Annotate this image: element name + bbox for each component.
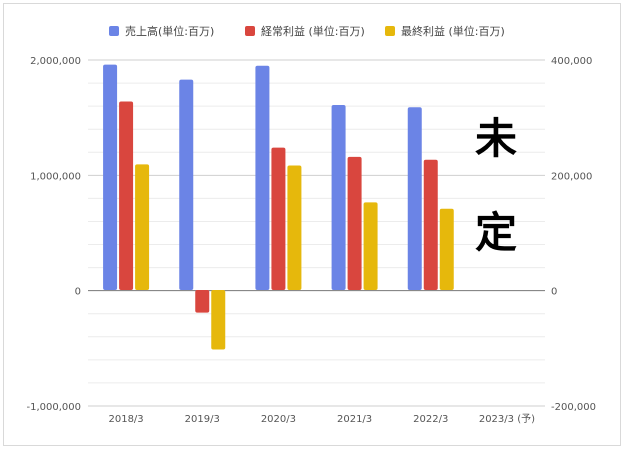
bar — [255, 65, 270, 291]
bar — [179, 79, 194, 291]
bar — [287, 165, 302, 290]
bar — [103, 64, 118, 290]
bar — [423, 159, 438, 290]
bar — [439, 208, 454, 290]
x-tick-label: 2019/3 — [185, 414, 220, 425]
legend-swatch — [245, 26, 255, 36]
legend-label: 売上高(単位:百万) — [125, 24, 214, 38]
legend: 売上高(単位:百万) 経常利益 (単位:百万) 最終利益 (単位:百万) — [109, 24, 505, 38]
y-right-tick-label: 0 — [551, 287, 557, 298]
bar — [119, 101, 134, 291]
legend-swatch — [385, 26, 395, 36]
y-right-tick-label: 200,000 — [551, 171, 592, 182]
axes: 2,000,000 1,000,000 0 -1,000,000 400,000 200,… — [26, 56, 595, 425]
y-right-tick-label: 400,000 — [551, 56, 592, 67]
bar — [211, 290, 226, 350]
y-left-tick-label: -1,000,000 — [26, 402, 81, 413]
x-tick-label: 2023/3 (予) — [479, 413, 535, 425]
x-tick-label: 2022/3 — [413, 414, 448, 425]
y-left-tick-label: 0 — [75, 287, 81, 298]
bar — [363, 202, 378, 290]
y-right-tick-label: -200,000 — [551, 402, 596, 413]
x-tick-label: 2021/3 — [337, 414, 372, 425]
bar — [347, 156, 362, 290]
y-left-tick-label: 1,000,000 — [30, 171, 81, 182]
annotation-char-1: 未 — [475, 114, 517, 163]
bar — [271, 147, 286, 290]
legend-label: 最終利益 (単位:百万) — [401, 24, 505, 38]
x-tick-label: 2020/3 — [261, 414, 296, 425]
legend-swatch — [109, 26, 119, 36]
bar — [195, 290, 210, 313]
bar — [331, 104, 346, 290]
legend-label: 経常利益 (単位:百万) — [261, 24, 365, 38]
grid-lines — [88, 59, 545, 407]
bar — [407, 107, 422, 290]
y-left-tick-label: 2,000,000 — [30, 56, 81, 67]
annotation-char-2: 定 — [475, 208, 517, 257]
x-tick-label: 2018/3 — [108, 414, 143, 425]
bar — [135, 164, 150, 290]
bars — [103, 64, 454, 350]
